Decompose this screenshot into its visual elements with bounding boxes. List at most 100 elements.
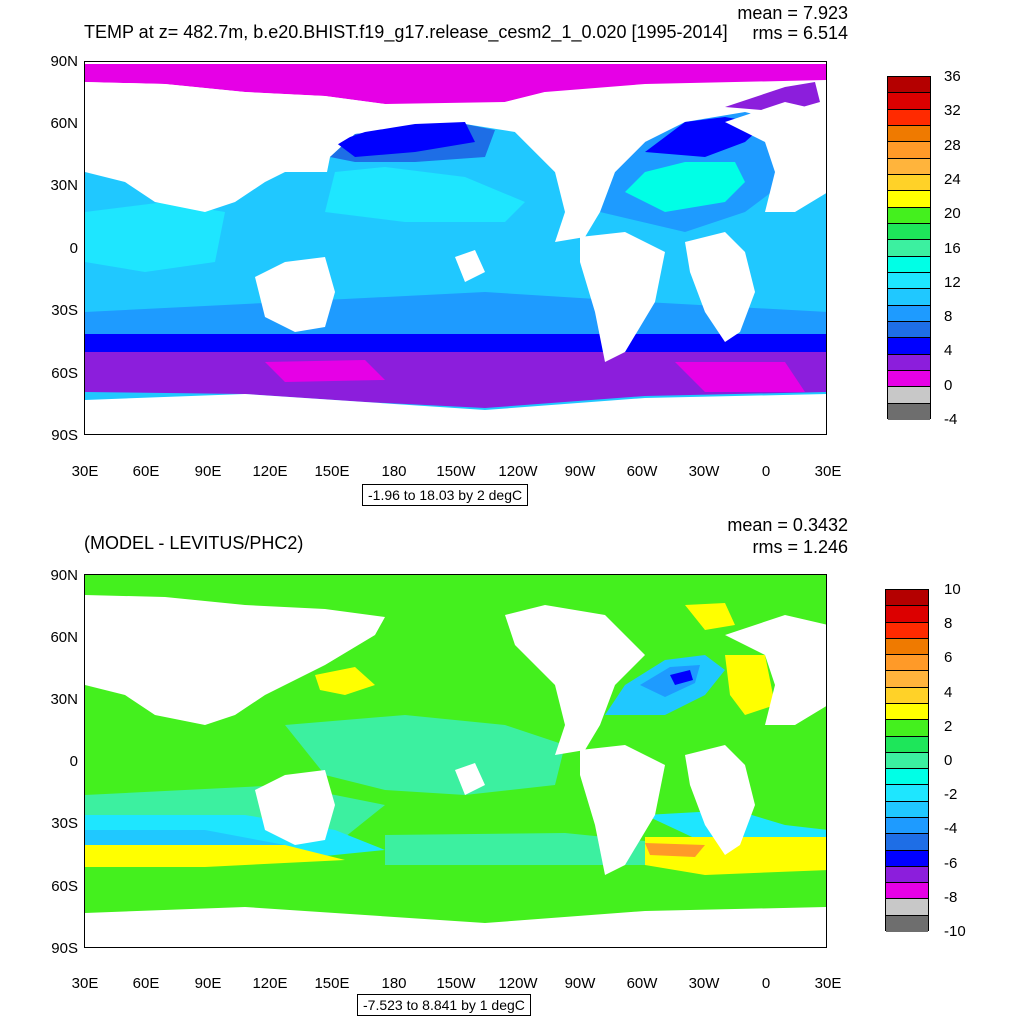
colorbar-swatch [888,158,930,175]
colorbar-swatch [888,387,930,404]
lat-label-30n-bottom: 30N [50,691,78,708]
colorbar-swatch [886,736,928,753]
colorbar-swatch [886,801,928,818]
colorbar-swatch [886,671,928,688]
colorbar-label: 16 [944,239,961,257]
colorbar-swatch [886,655,928,672]
colorbar-swatch [888,77,930,94]
colorbar-swatch [888,321,930,339]
temperature-colorbar [887,76,931,420]
lon-label-60w-bottom: 60W [626,975,658,992]
lon-label-150w: 150W [436,463,476,480]
colorbar-swatch [886,785,928,802]
lat-label-60n: 60N [50,115,78,132]
lon-label-0-bottom: 0 [761,975,771,992]
colorbar-label: 24 [944,170,961,188]
lon-label-0: 0 [761,463,771,480]
lon-label-120e: 120E [252,463,288,480]
lon-label-120e-bottom: 120E [252,975,288,992]
colorbar-label: 32 [944,102,961,120]
colorbar-label: 4 [944,342,953,360]
colorbar-label: 8 [944,308,953,326]
colorbar-swatch [888,142,930,159]
lon-label-90w-bottom: 90W [564,975,596,992]
temperature-title: TEMP at z= 482.7m, b.e20.BHIST.f19_g17.r… [84,22,728,42]
lon-label-120w: 120W [498,463,538,480]
lon-label-150e: 150E [314,463,350,480]
colorbar-label: 12 [944,273,961,291]
colorbar-swatch [888,256,930,273]
colorbar-swatch [888,338,930,355]
colorbar-label: -6 [944,854,958,872]
colorbar-swatch [888,370,930,388]
colorbar-swatch [888,289,930,306]
colorbar-swatch [888,207,930,224]
difference-mean: mean = 0.3432 [727,515,848,535]
difference-title: (MODEL - LEVITUS/PHC2) [84,533,304,553]
lon-label-180-bottom: 180 [381,975,407,992]
colorbar-label: 36 [944,68,961,85]
colorbar-swatch [888,403,930,420]
colorbar-label: -2 [944,786,958,804]
temperature-map-graphic [85,64,826,434]
colorbar-swatch [886,590,928,607]
lat-label-30s: 30S [51,302,78,319]
colorbar-swatch [886,720,928,737]
colorbar-swatch [886,866,928,884]
colorbar-label: 0 [944,752,953,769]
lon-label-150e-bottom: 150E [314,975,350,992]
temperature-rms: rms = 6.514 [752,23,848,43]
temperature-panel: TEMP at z= 482.7m, b.e20.BHIST.f19_g17.r… [50,3,961,506]
colorbar-swatch [886,622,928,639]
colorbar-label: 2 [944,717,953,735]
temperature-map [84,61,827,435]
colorbar-swatch [888,305,930,322]
colorbar-swatch [888,93,930,110]
colorbar-label: -4 [944,820,958,838]
colorbar-label: 8 [944,615,953,633]
colorbar-swatch [886,687,928,704]
colorbar-swatch [886,606,928,623]
temperature-mean: mean = 7.923 [737,3,848,23]
lat-label-60s: 60S [51,365,78,382]
colorbar-label: 10 [944,581,961,598]
colorbar-swatch [888,125,930,143]
lat-label-0-bottom: 0 [69,753,78,770]
lon-label-90e-bottom: 90E [194,975,222,992]
lat-label-60n-bottom: 60N [50,629,78,646]
difference-map-graphic [85,575,826,947]
colorbar-swatch [886,915,928,932]
colorbar-swatch [888,174,930,192]
lat-label-90n-bottom: 90N [50,567,78,584]
lon-label-180: 180 [381,463,407,480]
colorbar-label: 0 [944,376,953,394]
lon-label-30w: 30W [688,463,720,480]
lon-label-120w-bottom: 120W [498,975,538,992]
colorbar-swatch [886,899,928,916]
colorbar-swatch [886,638,928,656]
colorbar-swatch [886,817,928,835]
lon-label-30w-bottom: 30W [688,975,720,992]
lon-label-60w: 60W [626,463,658,480]
lon-label-30e-right: 30E [814,463,842,480]
colorbar-swatch [888,109,930,126]
lon-label-30e-right-bottom: 30E [814,975,842,992]
lon-label-60e: 60E [132,463,160,480]
colorbar-swatch [888,354,930,371]
colorbar-label: -4 [944,411,958,428]
colorbar-swatch [888,272,930,290]
colorbar-swatch [886,752,928,770]
colorbar-swatch [888,191,930,208]
colorbar-swatch [886,769,928,786]
colorbar-swatch [886,883,928,900]
colorbar-label: -10 [944,923,966,940]
lon-label-90e: 90E [194,463,222,480]
colorbar-swatch [886,834,928,851]
difference-map [84,574,827,948]
temperature-range-label: -1.96 to 18.03 by 2 degC [362,484,529,506]
colorbar-label: 4 [944,683,953,701]
colorbar-swatch [888,240,930,257]
colorbar-swatch [888,223,930,241]
colorbar-label: -8 [944,888,958,906]
colorbar-swatch [886,703,928,721]
